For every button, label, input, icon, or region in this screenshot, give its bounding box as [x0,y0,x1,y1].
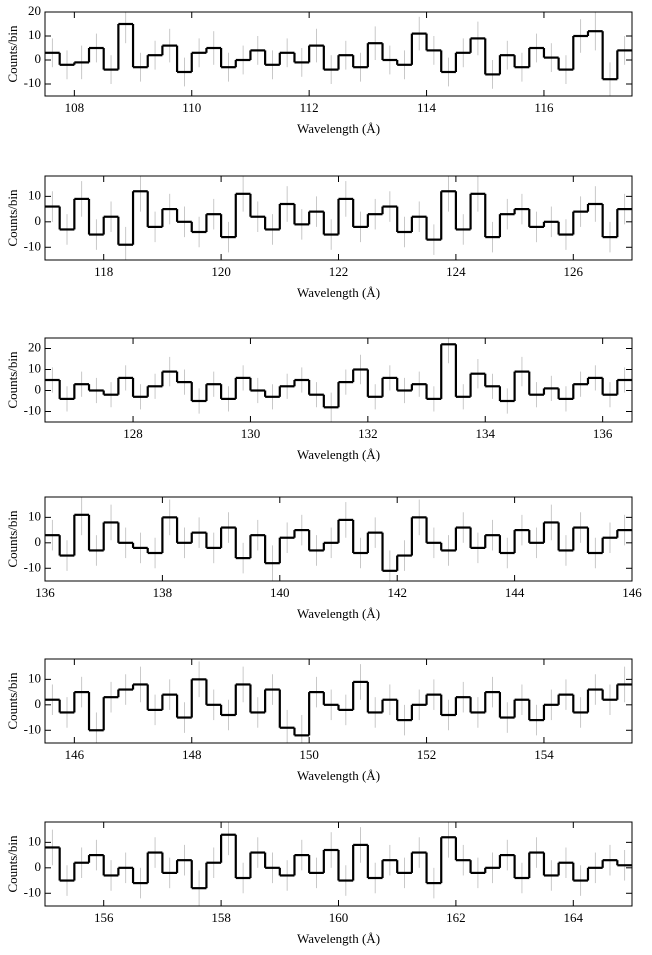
x-tick-label: 136 [35,585,55,600]
x-axis-label: Wavelength (Å) [297,606,380,621]
y-axis-label: Counts/bin [5,351,20,409]
x-tick-label: 150 [299,747,319,762]
x-tick-label: 146 [622,585,642,600]
x-tick-label: 154 [534,747,554,762]
plot-frame [44,496,633,582]
y-tick-label: 10 [28,670,41,685]
y-tick-label: -10 [24,884,41,899]
x-tick-label: 124 [446,264,466,279]
x-tick-label: 138 [153,585,173,600]
x-tick-label: 128 [123,426,143,441]
x-tick-label: 140 [270,585,290,600]
x-tick-label: 132 [358,426,378,441]
y-tick-label: 0 [35,859,42,874]
y-tick-label: 0 [35,696,42,711]
y-tick-label: -10 [24,721,41,736]
y-tick-label: -10 [24,402,41,417]
x-axis-label: Wavelength (Å) [297,285,380,300]
y-axis-label: Counts/bin [5,672,20,730]
x-tick-label: 148 [182,747,202,762]
y-tick-label: 0 [35,213,42,228]
x-tick-label: 136 [593,426,613,441]
y-tick-label: 20 [28,339,41,354]
x-axis-label: Wavelength (Å) [297,768,380,783]
y-tick-label: 10 [28,27,41,42]
x-tick-label: 110 [182,100,201,115]
x-tick-label: 108 [65,100,85,115]
x-tick-label: 134 [476,426,496,441]
x-tick-label: 112 [300,100,319,115]
x-tick-label: 120 [211,264,231,279]
x-axis-label: Wavelength (Å) [297,447,380,462]
y-tick-label: -10 [24,75,41,90]
x-axis-label: Wavelength (Å) [297,121,380,136]
x-tick-label: 122 [329,264,349,279]
x-tick-label: 114 [417,100,437,115]
plot-frame [44,337,633,423]
plot-frame [44,11,633,97]
y-tick-label: 20 [28,3,41,18]
x-tick-label: 162 [446,910,466,925]
x-tick-label: 152 [417,747,437,762]
x-tick-label: 146 [65,747,85,762]
y-tick-label: 10 [28,833,41,848]
x-tick-label: 144 [505,585,525,600]
x-tick-label: 160 [329,910,349,925]
x-tick-label: 142 [387,585,407,600]
x-tick-label: 164 [564,910,584,925]
y-axis-label: Counts/bin [5,510,20,568]
x-tick-label: 116 [534,100,554,115]
y-tick-label: 10 [28,187,41,202]
y-axis-label: Counts/bin [5,835,20,893]
y-axis-label: Counts/bin [5,25,20,83]
y-tick-label: -10 [24,238,41,253]
x-tick-label: 130 [241,426,261,441]
y-tick-label: 10 [28,508,41,523]
y-tick-label: 0 [35,51,42,66]
x-tick-label: 118 [94,264,113,279]
x-tick-label: 156 [94,910,114,925]
y-tick-label: 10 [28,360,41,375]
x-axis-label: Wavelength (Å) [297,931,380,946]
x-tick-label: 126 [564,264,584,279]
x-tick-label: 158 [211,910,231,925]
y-tick-label: 0 [35,534,42,549]
plot-frame [44,658,633,744]
y-axis-label: Counts/bin [5,189,20,247]
y-tick-label: -10 [24,559,41,574]
y-tick-label: 0 [35,381,42,396]
